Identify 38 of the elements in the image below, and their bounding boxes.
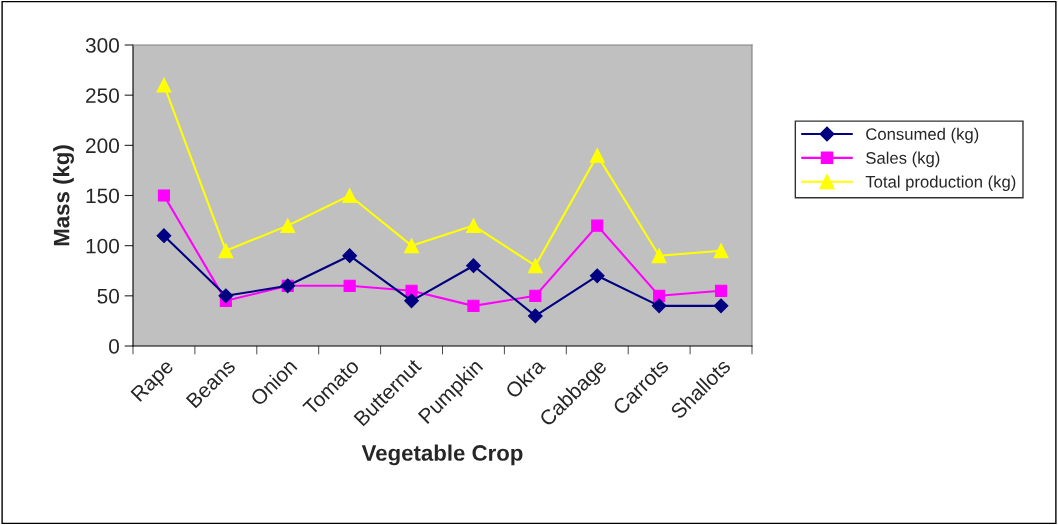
point	[280, 218, 296, 234]
point	[714, 284, 728, 297]
y-tick-label: 50	[97, 288, 119, 304]
point	[591, 219, 604, 232]
x-axis-title: Vegetable Crop	[361, 444, 523, 466]
point	[157, 189, 171, 202]
point	[404, 238, 420, 254]
point	[466, 258, 481, 274]
y-tick-label: 250	[86, 88, 119, 103]
point	[156, 228, 172, 244]
y-tick-label: 0	[109, 339, 119, 354]
y-tick-label: 150	[86, 188, 119, 204]
legend-label: Consumed (kg)	[866, 127, 979, 144]
point	[218, 243, 234, 259]
point	[465, 218, 481, 234]
y-axis-title: Mass (kg)	[53, 145, 74, 246]
y-tick-label: 300	[85, 38, 119, 53]
legend-label: Sales (kg)	[866, 151, 940, 168]
point	[589, 268, 605, 284]
point	[342, 248, 358, 264]
legend-label: Total production (kg)	[865, 175, 1016, 192]
y-tick-label: 200	[86, 138, 119, 154]
point	[651, 248, 667, 264]
point	[342, 188, 358, 203]
point	[527, 308, 543, 324]
y-tick-label: 100	[86, 238, 119, 254]
point	[589, 147, 605, 163]
point	[467, 299, 480, 312]
point	[527, 258, 543, 274]
point	[404, 293, 419, 309]
point	[653, 289, 666, 302]
point	[156, 77, 172, 93]
point	[651, 298, 667, 314]
point	[218, 288, 234, 304]
point	[713, 298, 729, 314]
point	[343, 279, 356, 292]
point	[713, 243, 729, 259]
point	[529, 289, 542, 302]
